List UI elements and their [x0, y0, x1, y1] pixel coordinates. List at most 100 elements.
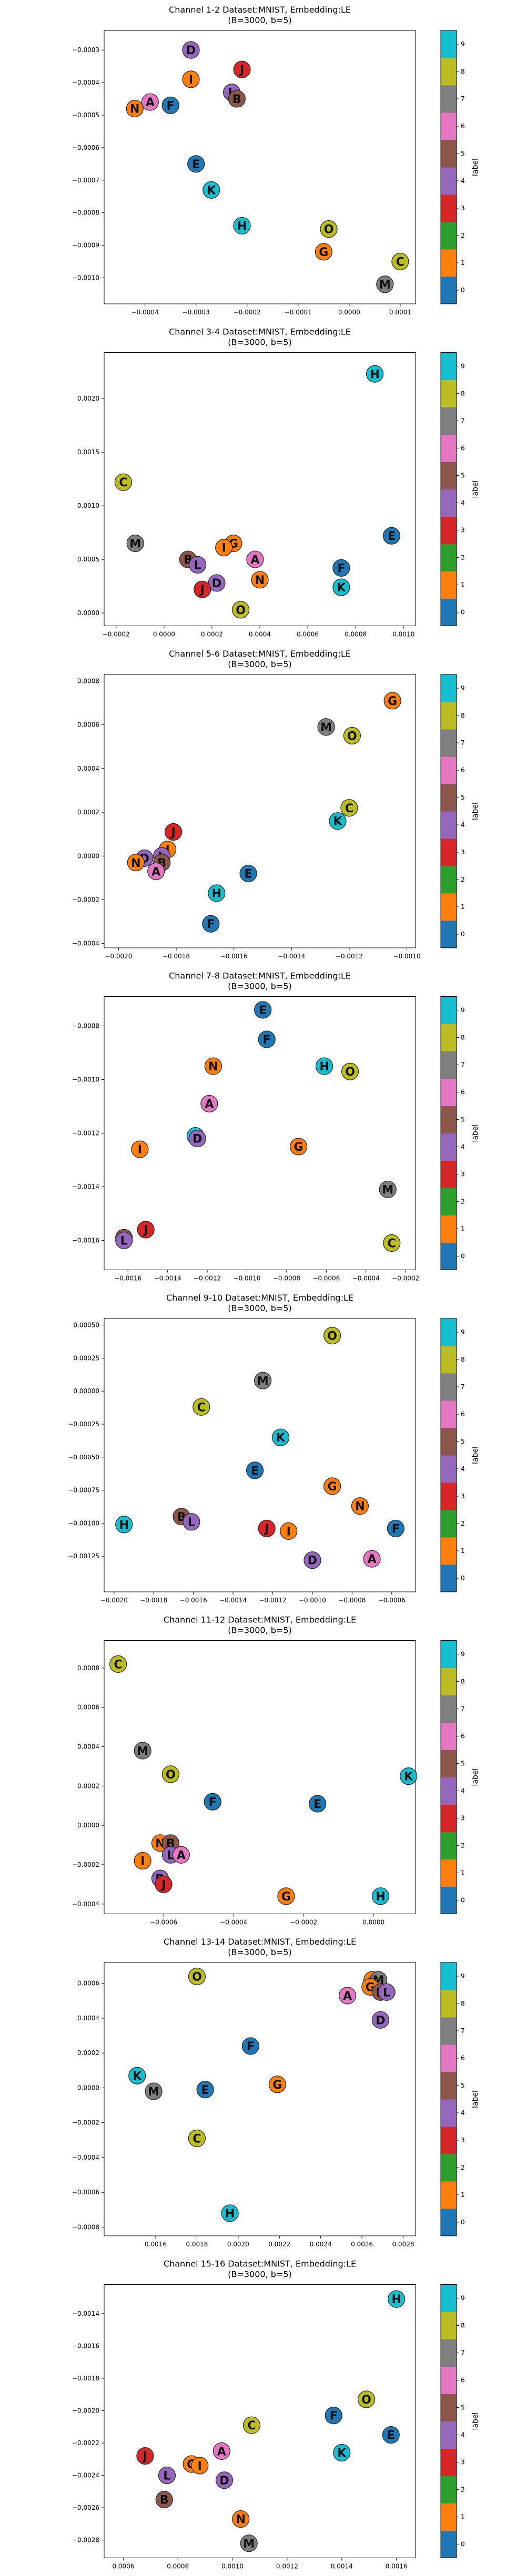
colorbar-segment [441, 1565, 457, 1592]
point-marker [341, 1062, 359, 1080]
point-marker [187, 155, 205, 173]
point-label: C [193, 2133, 201, 2146]
y-tick-label: −0.0002 [72, 2119, 99, 2127]
data-point: I [134, 1852, 151, 1870]
colorbar-frame [440, 1640, 457, 1914]
chart-subtitle: (B=3000, b=5) [228, 1947, 292, 1957]
point-label: J [142, 2450, 147, 2463]
y-tick-label: 0.0008 [77, 677, 99, 684]
point-marker [182, 41, 200, 59]
data-point: A [147, 862, 165, 881]
colorbar: 0 1 2 3 4 5 6 7 8 9 label [440, 30, 480, 304]
x-tick-label: 0.0001 [389, 309, 411, 316]
point-label: M [320, 721, 332, 734]
colorbar-frame [440, 352, 457, 626]
x-tick-label: −0.0012 [194, 1275, 221, 1282]
x-tick-label: 0.0008 [167, 2563, 189, 2570]
colorbar-tick-label: 0 [461, 1575, 465, 1582]
point-label: J [264, 1522, 269, 1536]
plot-area [104, 2284, 416, 2558]
colorbar-segment [441, 784, 457, 812]
point-marker [333, 2444, 351, 2462]
point-label: L [383, 1986, 390, 1999]
colorbar-segment [441, 1215, 457, 1243]
x-tick-label: −0.0006 [312, 1275, 340, 1282]
colorbar-segment [441, 1318, 457, 1346]
colorbar-segment [441, 1346, 457, 1374]
point-marker [213, 2442, 230, 2460]
colorbar-tick-label: 1 [461, 2513, 465, 2521]
data-point: E [309, 1795, 327, 1813]
data-point: G [289, 1138, 308, 1156]
x-tick-label: −0.0014 [154, 1275, 181, 1282]
colorbar-segment [441, 140, 457, 168]
point-label: K [276, 1432, 286, 1445]
y-tick-label: 0.0006 [77, 721, 99, 729]
point-label: F [392, 1522, 400, 1536]
colorbar-frame [440, 30, 457, 304]
point-marker [246, 1461, 264, 1479]
point-marker [277, 1887, 295, 1905]
colorbar-tick-label: 7 [461, 2027, 465, 2035]
point-label: E [259, 1004, 267, 1017]
colorbar-segment [441, 2312, 457, 2339]
data-point: A [363, 1550, 381, 1568]
data-point: G [268, 2076, 286, 2093]
point-marker [379, 1180, 397, 1199]
data-point: J [233, 60, 251, 78]
point-label: E [387, 2429, 395, 2442]
point-label: F [207, 918, 215, 931]
colorbar-tick-label: 0 [461, 609, 465, 616]
data-point: H [371, 1887, 390, 1905]
colorbar-segment [441, 1962, 457, 1990]
colorbar-segment [441, 516, 457, 544]
data-point: H [115, 1516, 133, 1534]
colorbar-frame [440, 2284, 457, 2558]
point-marker [258, 1030, 276, 1048]
point-label: C [197, 1401, 206, 1414]
point-marker [202, 915, 220, 933]
x-tick-label: −0.0014 [278, 953, 305, 960]
x-tick-label: −0.0016 [180, 1597, 207, 1604]
colorbar-segment [441, 1373, 457, 1401]
point-label: O [345, 1066, 355, 1079]
y-tick-label: −0.0006 [72, 2189, 99, 2196]
colorbar-segment [441, 544, 457, 571]
chart-title: Channel 5-6 Dataset:MNIST, Embedding:LE [169, 649, 351, 659]
colorbar-tick-label: 9 [461, 1651, 465, 1658]
colorbar-segment [441, 2099, 457, 2127]
data-point: F [202, 915, 220, 933]
colorbar-tick-label: 1 [461, 1225, 465, 1233]
point-marker [109, 1655, 127, 1673]
y-tick-label: −0.00025 [68, 1420, 99, 1428]
y-tick-label: −0.0004 [72, 1900, 99, 1908]
data-point: A [213, 2442, 230, 2460]
data-point: E [196, 2081, 214, 2099]
chart-title: Channel 11-12 Dataset:MNIST, Embedding:L… [164, 1615, 356, 1625]
point-marker [200, 1095, 218, 1113]
point-label: M [243, 2538, 255, 2551]
colorbar-label: label [471, 1125, 480, 1142]
point-marker [155, 2491, 173, 2509]
colorbar-tick-label: 0 [461, 1897, 465, 1904]
colorbar-tick-label: 9 [461, 40, 465, 48]
x-tick-label: 0.0018 [186, 2241, 208, 2248]
data-point: F [204, 1793, 221, 1811]
x-tick-label: 0.0000 [362, 1919, 385, 1926]
data-point: F [332, 559, 350, 577]
x-tick-label: −0.0010 [393, 953, 421, 960]
data-point: J [155, 1875, 173, 1893]
point-marker [136, 2447, 154, 2465]
x-tick-label: −0.0002 [234, 309, 261, 316]
chart-title: Channel 9-10 Dataset:MNIST, Embedding:LE [166, 1293, 353, 1303]
point-marker [196, 2081, 214, 2099]
point-label: M [257, 1375, 269, 1388]
point-label: O [166, 1769, 176, 1782]
data-point: K [329, 812, 347, 830]
colorbar-segment [441, 2072, 457, 2100]
data-point: K [271, 1428, 290, 1446]
colorbar-tick-label: 2 [461, 2486, 465, 2493]
colorbar-tick-label: 9 [461, 1972, 465, 1980]
colorbar-tick-label: 8 [461, 712, 465, 719]
colorbar-tick-label: 6 [461, 1733, 465, 1740]
